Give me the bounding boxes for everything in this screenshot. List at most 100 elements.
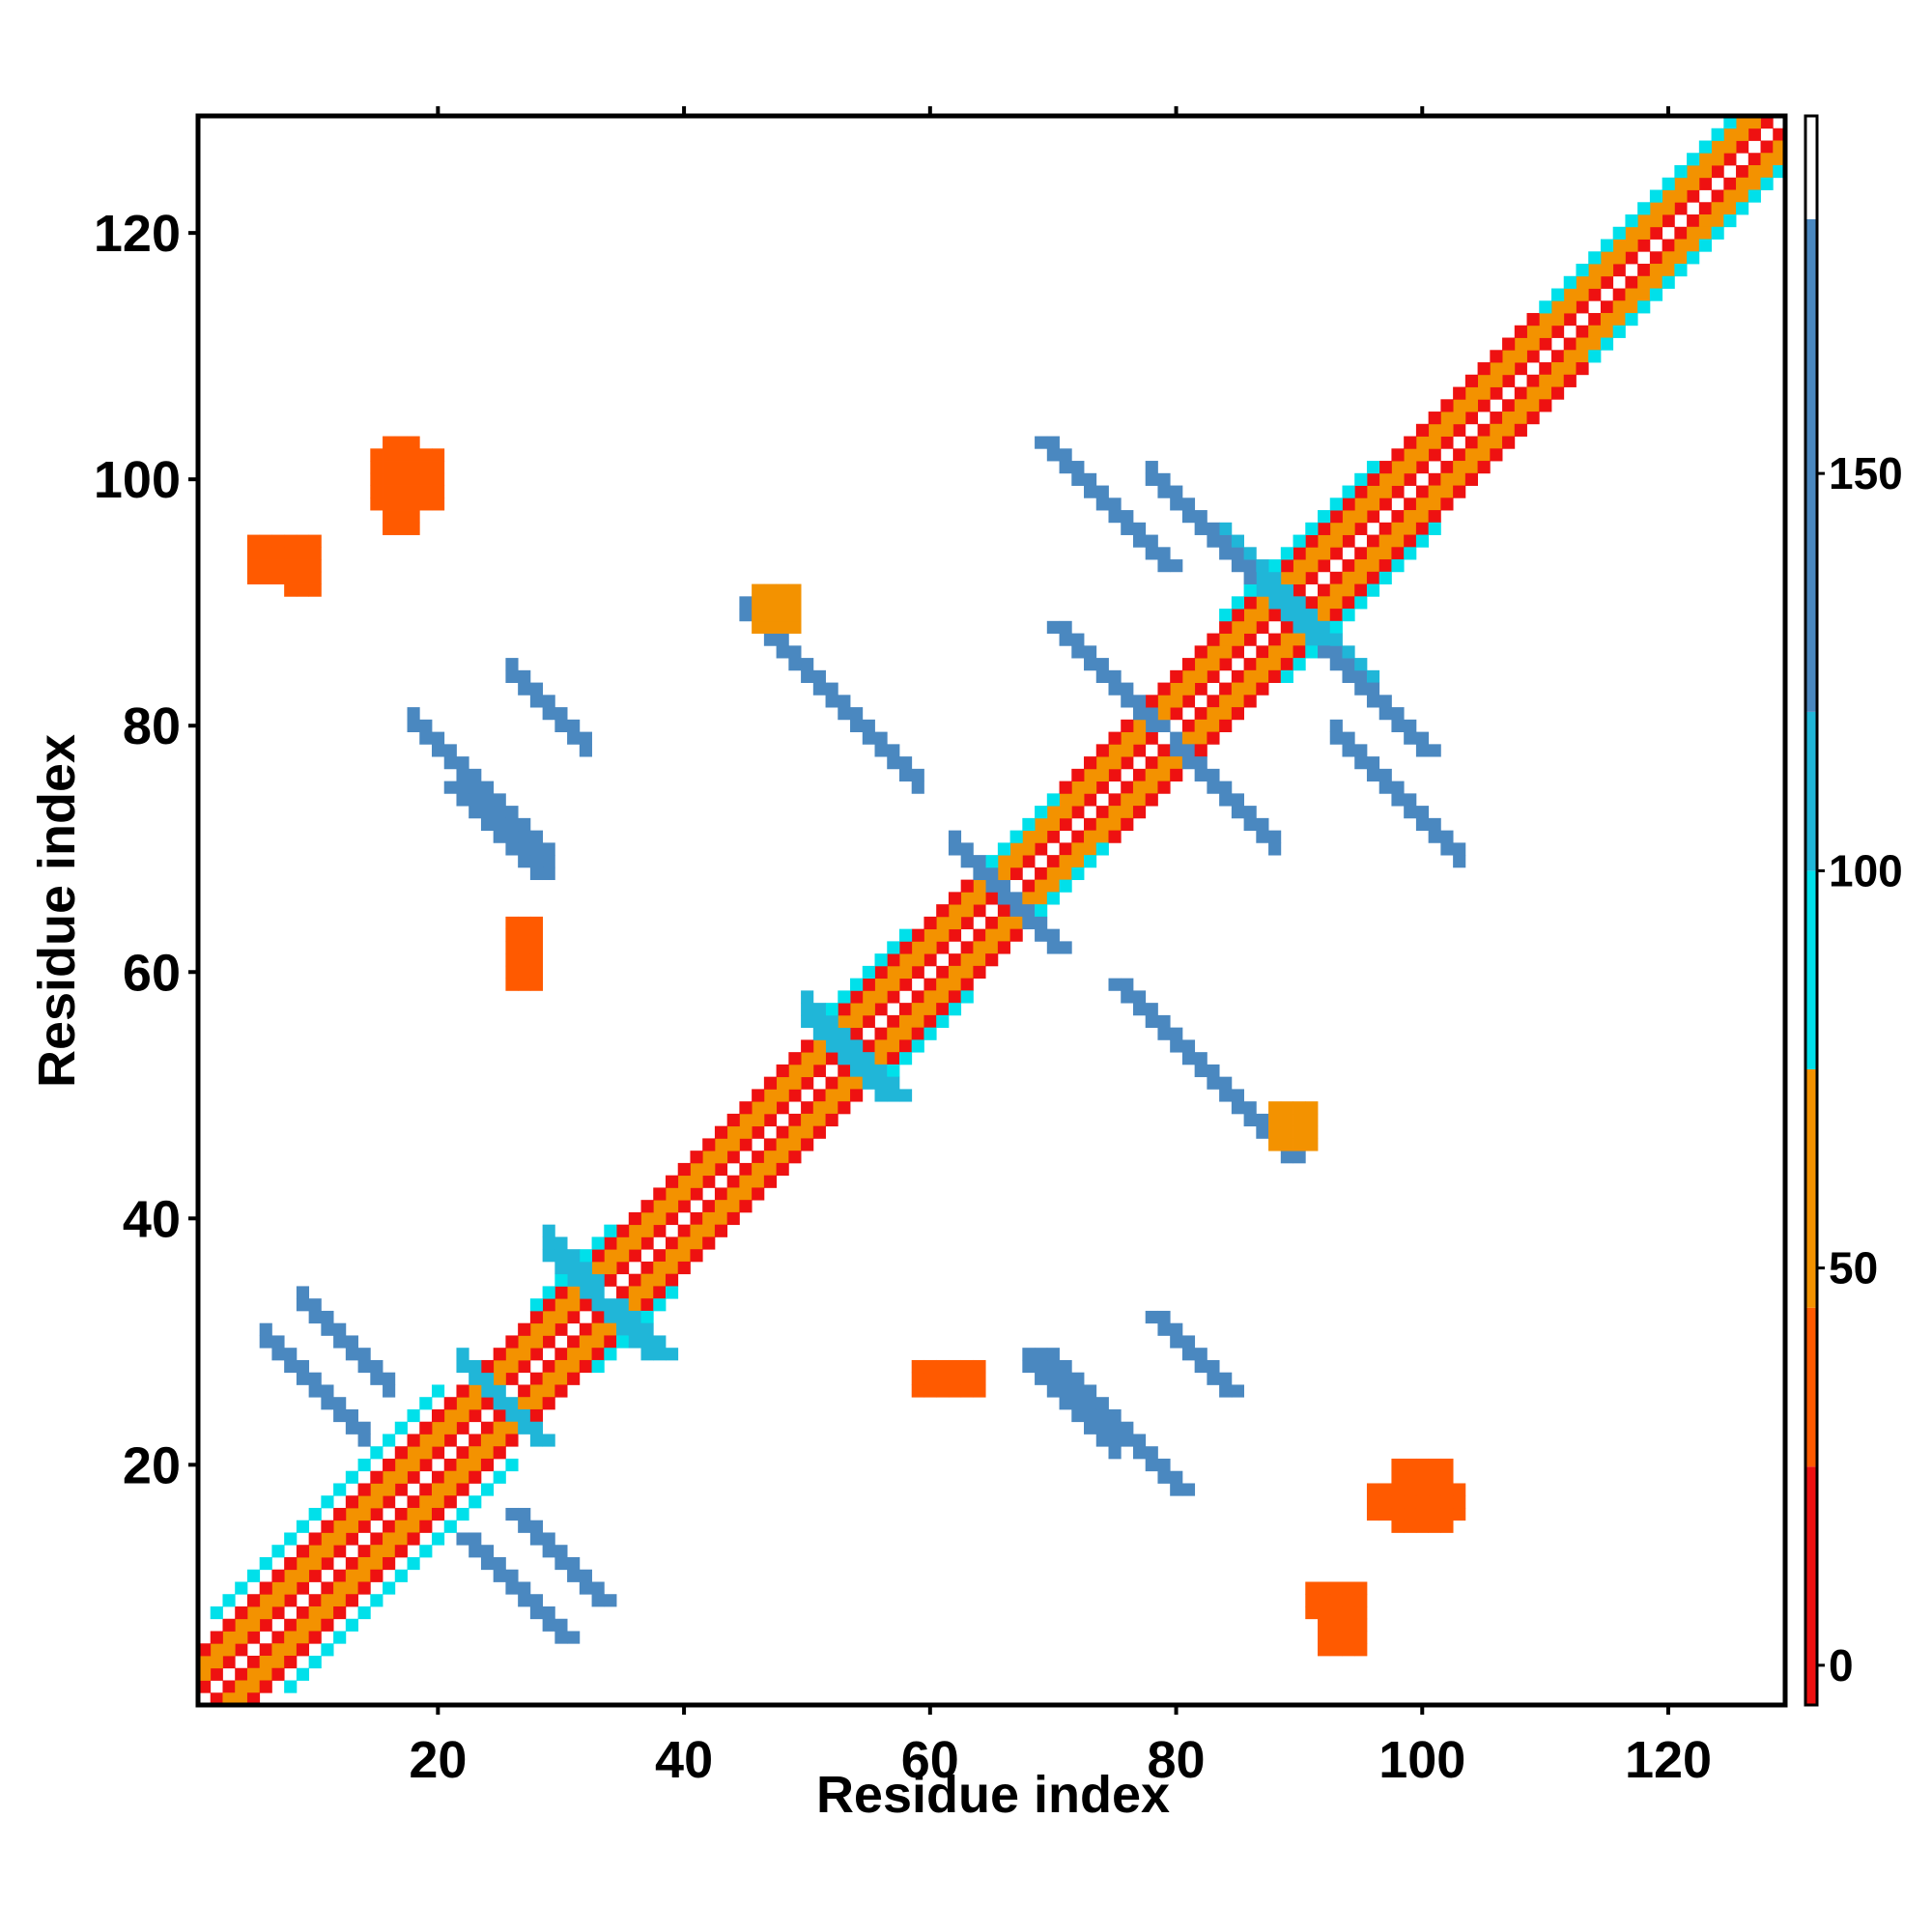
heatmap-cell <box>628 1224 641 1237</box>
heatmap-cell <box>394 510 408 524</box>
heatmap-cell <box>665 1348 679 1361</box>
heatmap-cell <box>222 1594 236 1607</box>
heatmap-cell <box>1170 731 1183 745</box>
heatmap-cell <box>1194 522 1208 535</box>
heatmap-cell <box>726 1113 740 1127</box>
heatmap-cell <box>383 1545 396 1558</box>
heatmap-cell <box>1415 1520 1430 1533</box>
heatmap-cell <box>1219 1384 1233 1398</box>
heatmap-cell <box>1464 374 1478 387</box>
heatmap-cell <box>1280 1125 1293 1139</box>
heatmap-cell <box>480 1434 495 1447</box>
heatmap-cell <box>1600 325 1614 338</box>
heatmap-cell <box>419 1520 433 1533</box>
heatmap-cell <box>591 1581 605 1595</box>
heatmap-cell <box>296 1581 310 1595</box>
heatmap-cell <box>1354 1631 1368 1644</box>
heatmap-cell <box>1084 1384 1097 1398</box>
heatmap-cell <box>1329 609 1343 622</box>
heatmap-cell <box>850 707 864 721</box>
heatmap-cell <box>1440 1470 1454 1484</box>
heatmap-cell <box>1687 153 1700 166</box>
heatmap-cell <box>591 1286 605 1299</box>
heatmap-cell <box>948 953 962 967</box>
heatmap-cell <box>714 1187 728 1201</box>
heatmap-cell <box>1342 571 1355 584</box>
heatmap-cell <box>357 1434 371 1447</box>
heatmap-cell <box>1526 313 1540 327</box>
heatmap-cell <box>1440 485 1454 498</box>
heatmap-cell <box>1095 817 1109 832</box>
y-tick-label: 120 <box>94 205 181 263</box>
heatmap-cell <box>1035 830 1048 843</box>
heatmap-cell <box>1329 731 1343 745</box>
heatmap-cell <box>1293 559 1306 573</box>
heatmap-cell <box>1219 1076 1233 1090</box>
heatmap-cell <box>1662 189 1675 203</box>
heatmap-cell <box>1649 214 1663 228</box>
heatmap-cell <box>911 941 924 954</box>
colorbar-segment <box>1805 1069 1817 1308</box>
heatmap-cell <box>653 1273 667 1287</box>
heatmap-cell <box>763 1162 778 1177</box>
heatmap-cell <box>1157 1027 1171 1040</box>
heatmap-cell <box>493 1556 506 1571</box>
heatmap-cell <box>1181 1039 1196 1053</box>
heatmap-cell <box>308 534 322 548</box>
heatmap-cell <box>1428 412 1441 425</box>
heatmap-cell <box>640 1261 654 1275</box>
heatmap-cell <box>394 472 408 486</box>
heatmap-cell <box>763 620 778 634</box>
heatmap-cell <box>1046 793 1060 807</box>
heatmap-cell <box>518 830 531 843</box>
heatmap-cell <box>1108 682 1122 696</box>
heatmap-cell <box>1170 559 1183 573</box>
heatmap-cell <box>222 1618 236 1632</box>
heatmap-cell <box>1219 781 1233 794</box>
heatmap-cell <box>604 1298 617 1312</box>
heatmap-cell <box>1674 165 1688 179</box>
heatmap-cell <box>480 1446 495 1460</box>
heatmap-cell <box>887 978 900 991</box>
heatmap-cell <box>1600 275 1614 289</box>
heatmap-cell <box>1181 682 1196 696</box>
heatmap-cell <box>1256 817 1269 832</box>
heatmap-cell <box>1318 1618 1331 1632</box>
heatmap-cell <box>898 1003 913 1016</box>
heatmap-cell <box>812 1039 826 1053</box>
heatmap-cell <box>1207 1359 1220 1374</box>
heatmap-cell <box>296 1359 310 1374</box>
heatmap-cell <box>308 1384 322 1398</box>
heatmap-cell <box>1219 633 1233 646</box>
heatmap-cell <box>1453 399 1466 412</box>
heatmap-cell <box>357 1569 371 1582</box>
heatmap-cell <box>653 1200 667 1213</box>
heatmap-cell <box>1760 116 1774 129</box>
heatmap-cell <box>1464 472 1478 486</box>
heatmap-cell <box>1391 559 1405 573</box>
heatmap-cell <box>308 1618 322 1632</box>
heatmap-cell <box>973 928 986 942</box>
heatmap-cell <box>1243 620 1257 634</box>
heatmap-cell <box>1354 682 1368 696</box>
heatmap-cell <box>469 1458 482 1472</box>
heatmap-cell <box>1539 313 1552 327</box>
heatmap-cell <box>1132 1446 1147 1460</box>
heatmap-cell <box>677 1187 691 1201</box>
heatmap-cell <box>1046 830 1060 843</box>
heatmap-cell <box>333 1581 347 1595</box>
heatmap-cell <box>1588 325 1602 338</box>
heatmap-cell <box>1256 645 1269 659</box>
heatmap-cell <box>1059 793 1072 807</box>
heatmap-cell <box>1378 707 1392 721</box>
heatmap-cell <box>1526 386 1540 400</box>
heatmap-cell <box>1563 313 1577 327</box>
x-axis-label: Residue index <box>816 1766 1170 1824</box>
heatmap-cell <box>431 731 445 745</box>
heatmap-cell <box>1576 288 1589 301</box>
heatmap-cell <box>493 1408 506 1423</box>
heatmap-cell <box>1539 362 1552 376</box>
heatmap-cell <box>529 1421 544 1435</box>
heatmap-cell <box>1157 695 1171 708</box>
heatmap-cell <box>850 1076 864 1090</box>
